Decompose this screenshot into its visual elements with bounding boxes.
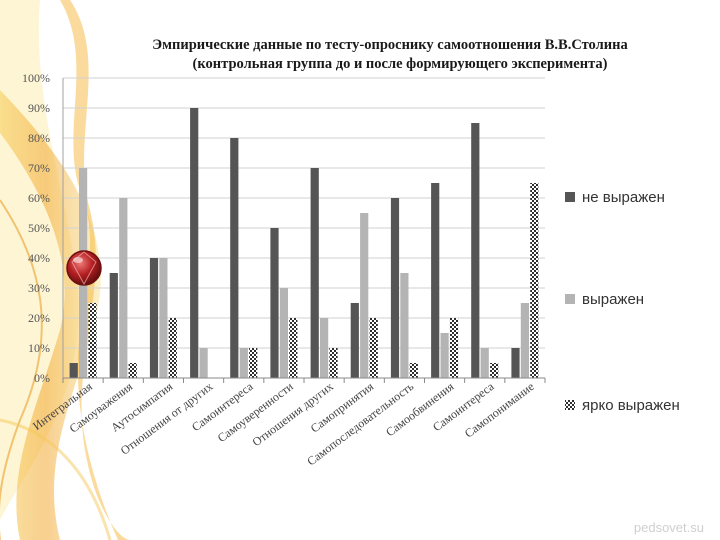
y-tick-label: 0% — [34, 371, 50, 385]
chart-subtitle: (контрольная группа до и после формирующ… — [193, 56, 608, 72]
chart-title: Эмпирические данные по тесту-опроснику с… — [152, 37, 628, 53]
bar-2-4 — [199, 348, 208, 378]
legend-swatch — [565, 294, 575, 304]
bar-2-8 — [360, 213, 369, 378]
x-category-label: Самопонимание — [462, 379, 537, 440]
bar-1-2 — [109, 273, 118, 378]
bar-2-11 — [480, 348, 489, 378]
bar-3-8 — [369, 318, 378, 378]
y-tick-label: 30% — [28, 281, 50, 295]
bar-3-6 — [289, 318, 298, 378]
gem-icon — [66, 250, 102, 286]
y-tick-label: 40% — [28, 251, 50, 265]
bar-1-8 — [350, 303, 359, 378]
x-axis: ИнтегральнаяСамоуваженияАутосимпатияОтно… — [30, 377, 546, 468]
bar-2-10 — [440, 333, 449, 378]
bar-3-5 — [249, 348, 258, 378]
bar-2-2 — [119, 198, 128, 378]
y-tick-label: 90% — [28, 101, 50, 115]
bar-3-12 — [530, 183, 539, 378]
bar-1-9 — [390, 198, 400, 378]
decorative-swirl — [0, 0, 130, 540]
y-tick-label: 100% — [22, 71, 50, 85]
bar-1-3 — [149, 258, 159, 378]
y-tick-label: 20% — [28, 311, 50, 325]
bar-3-1 — [88, 303, 97, 378]
bars — [69, 108, 539, 378]
gridlines — [63, 77, 545, 379]
bar-1-11 — [471, 123, 480, 378]
bar-3-10 — [449, 318, 459, 378]
bar-2-7 — [320, 318, 329, 378]
legend-label: выражен — [582, 291, 644, 308]
y-tick-label: 50% — [28, 221, 50, 235]
y-tick-label: 70% — [28, 161, 50, 175]
bar-1-1 — [69, 363, 78, 378]
x-category-label: Самообвинения — [383, 379, 457, 439]
bar-3-9 — [409, 363, 418, 378]
y-tick-label: 80% — [28, 131, 50, 145]
bar-3-7 — [329, 348, 338, 378]
bar-1-6 — [270, 228, 279, 378]
bar-2-6 — [279, 288, 288, 378]
y-tick-label: 10% — [28, 341, 50, 355]
legend-label: не выражен — [582, 189, 665, 206]
bar-1-10 — [431, 183, 440, 378]
bar-1-7 — [310, 168, 319, 378]
legend-label: ярко выражен — [582, 397, 680, 414]
bar-1-4 — [190, 108, 199, 378]
legend-swatch — [565, 400, 575, 410]
y-axis: 0% 10% 20% 30% 40% 50% 60% 70% 80% 90% 100% — [22, 71, 64, 385]
bar-2-9 — [400, 273, 409, 378]
bar-3-3 — [168, 318, 177, 378]
bar-2-3 — [159, 258, 168, 378]
bar-1-12 — [511, 348, 520, 378]
legend-swatch — [565, 192, 575, 202]
legend: не выражен выражен ярко выражен — [565, 189, 680, 414]
y-tick-label: 60% — [28, 191, 50, 205]
bar-3-2 — [128, 363, 137, 378]
bar-2-12 — [520, 303, 529, 378]
bar-2-5 — [239, 348, 248, 378]
bar-3-11 — [490, 363, 499, 378]
bar-1-5 — [230, 138, 239, 378]
watermark: pedsovet.su — [634, 520, 704, 535]
